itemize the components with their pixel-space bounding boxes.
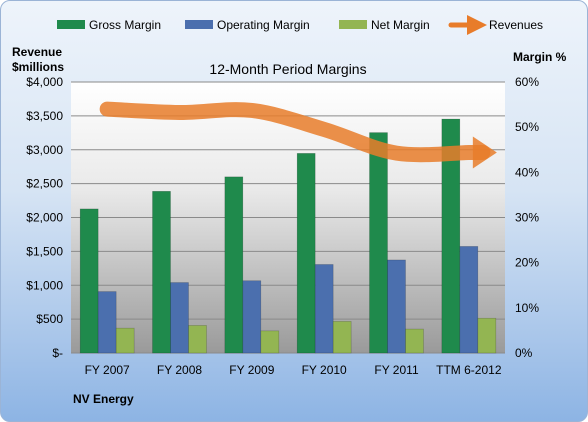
company-name: NV Energy	[73, 392, 134, 406]
legend-swatch-gross-margin	[57, 20, 85, 29]
right-tick-label: 40%	[515, 165, 539, 179]
bar-gross-margin	[79, 208, 99, 354]
revenue-arrowhead	[472, 136, 497, 169]
left-tick-label: $1,000	[26, 278, 63, 292]
category-label: FY 2011	[374, 363, 419, 377]
left-tick-label: $1,500	[26, 244, 63, 258]
bar-operating-margin	[170, 282, 189, 354]
bar-gross-margin	[441, 118, 461, 354]
legend-item-operating-margin: Operating Margin	[185, 18, 310, 32]
bar-gross-margin	[224, 176, 244, 354]
right-tick-label: 10%	[515, 301, 539, 315]
left-tick-label: $3,500	[26, 109, 63, 123]
category-label: FY 2007	[85, 363, 130, 377]
bar-operating-margin	[242, 280, 262, 354]
left-tick-label: $-	[52, 346, 63, 360]
right-tick-label: 60%	[515, 75, 539, 89]
bar-operating-margin	[97, 291, 117, 354]
left-axis-ticks: $- $500 $1,000 $1,500 $2,000 $2,500 $3,000 $3,5…	[26, 75, 63, 360]
category-label: TTM 6-2012	[436, 363, 502, 377]
legend: Gross Margin Operating Margin Net Margin…	[57, 15, 543, 35]
right-tick-label: 50%	[515, 120, 539, 134]
legend-swatch-operating-margin	[185, 20, 213, 29]
legend-item-net-margin: Net Margin	[339, 18, 430, 32]
legend-label-gross-margin: Gross Margin	[89, 18, 161, 32]
right-tick-label: 30%	[515, 211, 539, 225]
right-tick-label: 20%	[515, 256, 539, 270]
bar-net-margin	[115, 327, 135, 354]
left-axis-label-line-1: Revenue	[12, 45, 62, 59]
right-axis-ticks: 0% 10% 20% 30% 40% 50% 60%	[515, 75, 539, 360]
legend-swatch-net-margin	[339, 20, 367, 29]
bar-net-margin	[332, 321, 352, 354]
right-axis-label: Margin %	[513, 50, 567, 64]
category-label: FY 2009	[229, 363, 274, 377]
category-label: FY 2008	[157, 363, 202, 377]
bar-net-margin	[405, 328, 424, 354]
legend-label-operating-margin: Operating Margin	[217, 18, 310, 32]
left-tick-label: $2,000	[26, 211, 63, 225]
right-tick-label: 0%	[515, 346, 533, 360]
bar-operating-margin	[314, 264, 334, 354]
left-tick-label: $500	[36, 312, 63, 326]
left-tick-label: $2,500	[26, 177, 63, 191]
bar-net-margin	[477, 317, 497, 354]
left-axis-label-line-2: $millions	[12, 60, 64, 74]
bar-operating-margin	[459, 246, 479, 354]
revenue-line	[99, 101, 491, 163]
bar-gross-margin	[369, 132, 388, 354]
left-tick-label: $4,000	[26, 75, 63, 89]
bar-net-margin	[188, 325, 207, 354]
legend-label-net-margin: Net Margin	[371, 18, 430, 32]
bar-operating-margin	[387, 259, 406, 354]
bar-gross-margin	[152, 191, 171, 354]
bar-net-margin	[260, 330, 280, 354]
legend-label-revenues: Revenues	[489, 18, 543, 32]
bars	[79, 118, 497, 354]
bar-gross-margin	[296, 153, 316, 354]
legend-item-revenues: Revenues	[448, 15, 543, 35]
category-labels: FY 2007 FY 2008 FY 2009 FY 2010 FY 2011 TTM 6…	[85, 363, 502, 377]
category-label: FY 2010	[302, 363, 347, 377]
chart-title: 12-Month Period Margins	[209, 61, 366, 77]
legend-item-gross-margin: Gross Margin	[57, 18, 161, 32]
left-tick-label: $3,000	[26, 143, 63, 157]
